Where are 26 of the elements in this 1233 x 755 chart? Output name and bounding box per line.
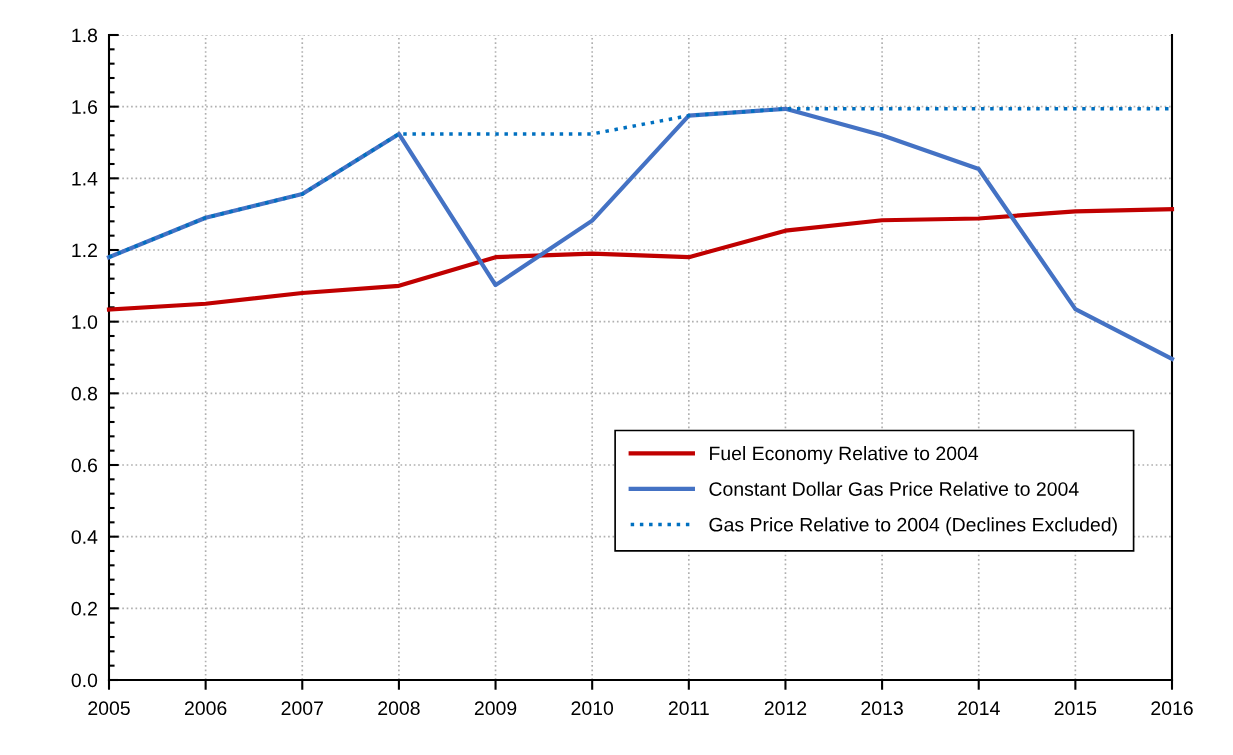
x-tick-label: 2013	[861, 701, 903, 716]
x-tick-label: 2012	[764, 701, 807, 716]
y-tick-label: 1.8	[72, 28, 98, 43]
y-tick-label: 1.0	[72, 315, 98, 329]
x-tick-label: 2008	[378, 701, 420, 716]
y-tick-label: 0.6	[71, 458, 98, 473]
x-tick-label: 2009	[474, 701, 517, 716]
y-tick-label: 1.2	[72, 243, 97, 258]
legend-label: Gas Price Relative to 2004 (Declines Excluded)	[709, 517, 1117, 536]
legend-label: Fuel Economy Relative to 2004	[710, 446, 979, 465]
x-tick-label: 2006	[184, 701, 227, 716]
x-tick-label: 2010	[571, 701, 614, 716]
x-tick-label: 2005	[88, 701, 130, 716]
x-tick-label: 2015	[1054, 701, 1097, 716]
y-tick-label: 0.8	[71, 386, 98, 401]
x-tick-label: 2014	[958, 701, 1000, 716]
y-tick-label: 0.0	[71, 673, 98, 688]
y-tick-label: 1.4	[72, 172, 98, 186]
y-tick-label: 0.4	[71, 530, 98, 544]
x-tick-label: 2016	[1151, 701, 1193, 716]
line-series	[106, 207, 1175, 312]
x-tick-label: 2011	[668, 701, 709, 716]
legend-label: Constant Dollar Gas Price Relative to 2004	[709, 481, 1079, 496]
x-tick-label: 2007	[281, 701, 323, 716]
y-tick-label: 1.6	[72, 100, 98, 114]
y-tick-label: 0.2	[71, 601, 97, 616]
